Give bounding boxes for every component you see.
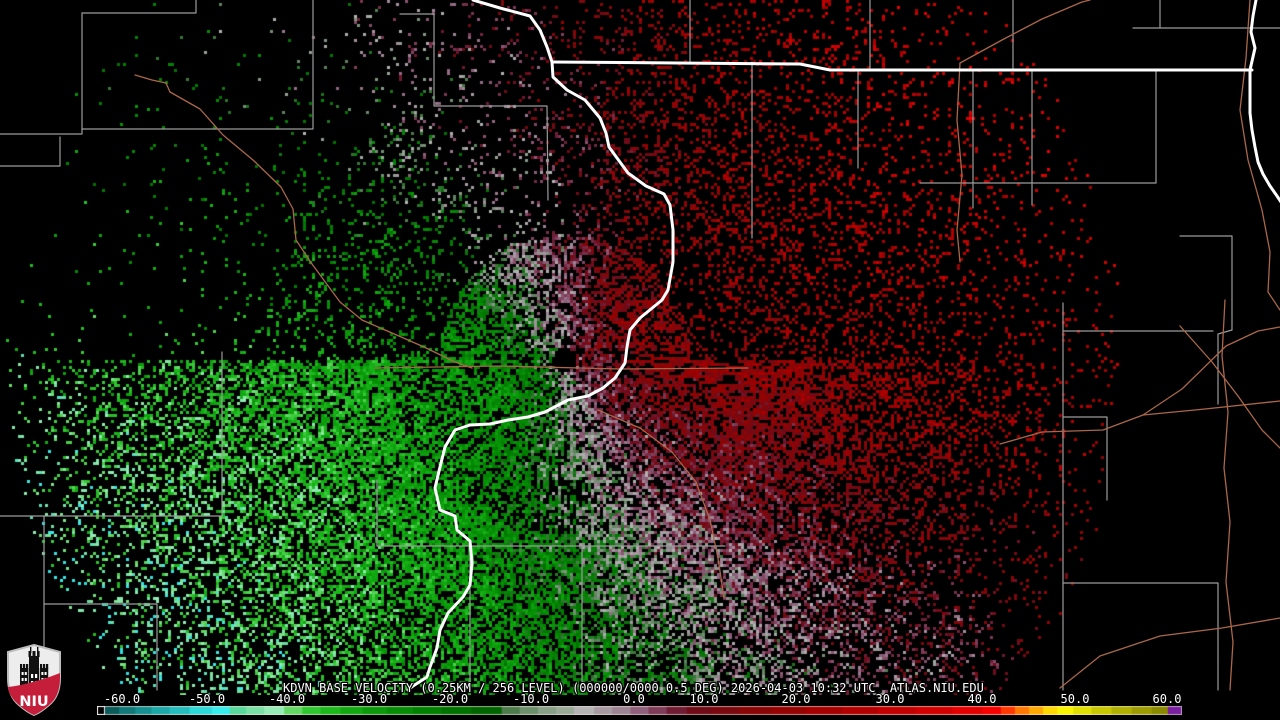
colorbar-tick-label: -30.0 — [350, 692, 388, 706]
colorbar-tick-label: 60.0 — [1152, 692, 1182, 706]
niu-logo-text: NIU — [19, 694, 48, 710]
colorbar-tick-labels: -60.0 -50.0 -40.0 -30.0 -20.0 -10.0 0.0 10.0 20.… — [0, 692, 1280, 706]
niu-logo: NIU — [7, 644, 61, 717]
colorbar-tick-label: -50.0 — [188, 692, 226, 706]
colorbar-tick-label: 40.0 — [967, 692, 997, 706]
colorbar-tick-label: -40.0 — [268, 692, 306, 706]
colorbar-tick-label: 30.0 — [875, 692, 905, 706]
velocity-colorbar — [97, 706, 1182, 715]
colorbar-tick-label: 10.0 — [689, 692, 719, 706]
colorbar-tick-label: 20.0 — [781, 692, 811, 706]
colorbar-tick-label: -60.0 — [103, 692, 141, 706]
colorbar-tick-label: 50.0 — [1060, 692, 1090, 706]
colorbar-tick-label: -20.0 — [431, 692, 469, 706]
colorbar-tick-label: -10.0 — [512, 692, 550, 706]
colorbar-tick-label: 0.0 — [623, 692, 645, 706]
